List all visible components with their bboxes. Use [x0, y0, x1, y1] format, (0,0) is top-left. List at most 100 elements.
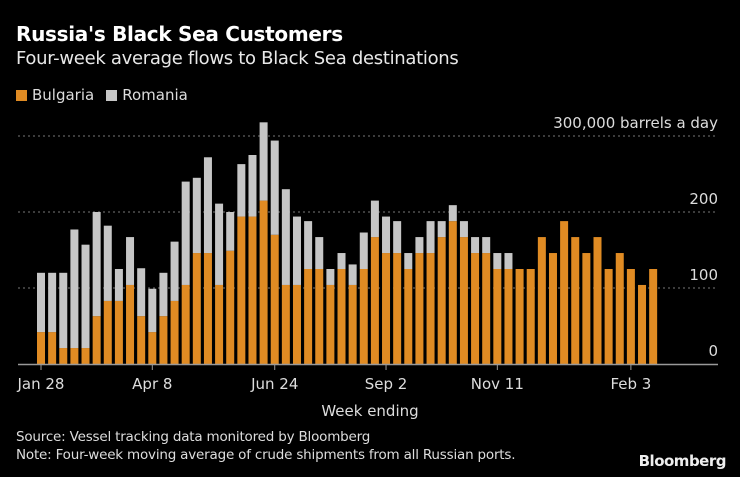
bar-romania: [226, 212, 235, 251]
bar-romania: [181, 181, 190, 285]
chart-title: Russia's Black Sea Customers: [16, 22, 343, 46]
bar-romania: [304, 221, 313, 269]
bar-romania: [382, 216, 391, 254]
bar-romania: [315, 237, 324, 269]
bar-bulgaria: [571, 237, 580, 364]
bar-bulgaria: [48, 332, 57, 364]
bar-bulgaria: [70, 348, 79, 364]
bar-romania: [126, 237, 135, 285]
bar-romania: [370, 200, 379, 238]
bar-bulgaria: [604, 269, 613, 364]
bar-bulgaria: [582, 253, 591, 364]
bar-romania: [471, 237, 480, 254]
bar-romania: [448, 205, 457, 222]
footnote: Note: Four-week moving average of crude …: [16, 447, 516, 463]
bar-bulgaria: [159, 316, 168, 364]
bloomberg-logo: Bloomberg: [638, 452, 727, 470]
bar-bulgaria: [59, 348, 68, 364]
bar-romania: [404, 253, 413, 269]
bar-bulgaria: [304, 269, 313, 364]
bar-romania: [237, 164, 246, 217]
bar-bulgaria: [393, 253, 402, 364]
bar-romania: [248, 155, 257, 217]
bar-bulgaria: [248, 216, 257, 364]
bar-romania: [426, 221, 435, 254]
bar-bulgaria: [437, 237, 446, 364]
bar-bulgaria: [504, 269, 513, 364]
bar-romania: [437, 221, 446, 238]
bar-romania: [137, 268, 146, 317]
bar-romania: [415, 237, 424, 254]
bar-bulgaria: [560, 221, 569, 364]
bar-romania: [493, 253, 502, 269]
y-tick-label: 100: [689, 266, 718, 284]
source-note: Source: Vessel tracking data monitored b…: [16, 429, 371, 445]
bar-bulgaria: [170, 300, 179, 364]
bar-bulgaria: [638, 284, 647, 364]
bar-romania: [326, 269, 335, 285]
x-axis-label: Week ending: [321, 402, 418, 420]
bar-bulgaria: [615, 253, 624, 364]
bar-bulgaria: [137, 316, 146, 364]
bar-bulgaria: [337, 269, 346, 364]
x-tick-label: Jan 28: [17, 375, 65, 393]
bar-bulgaria: [237, 216, 246, 364]
y-tick-label: 300,000 barrels a day: [553, 114, 718, 132]
bar-romania: [337, 253, 346, 269]
x-tick-label: Sep 2: [365, 375, 408, 393]
bar-bulgaria: [348, 284, 357, 364]
bar-bulgaria: [448, 221, 457, 364]
bar-romania: [59, 272, 68, 349]
bar-bulgaria: [649, 269, 658, 364]
bar-romania: [81, 244, 90, 349]
bar-romania: [203, 157, 212, 254]
bar-romania: [159, 272, 168, 317]
bar-bulgaria: [103, 300, 112, 364]
bar-bulgaria: [126, 284, 135, 364]
legend-label-bulgaria: Bulgaria: [32, 86, 95, 104]
bar-bulgaria: [493, 269, 502, 364]
bar-bulgaria: [526, 269, 535, 364]
bar-bulgaria: [593, 237, 602, 364]
bar-bulgaria: [626, 269, 635, 364]
bar-romania: [459, 221, 468, 238]
bar-bulgaria: [203, 253, 212, 364]
bar-bulgaria: [92, 316, 101, 364]
bar-romania: [37, 272, 45, 333]
bar-bulgaria: [359, 269, 368, 364]
bar-romania: [504, 253, 513, 269]
bar-bulgaria: [370, 237, 379, 364]
bar-bulgaria: [259, 200, 268, 364]
bar-romania: [259, 122, 268, 201]
legend-label-romania: Romania: [122, 86, 188, 104]
bar-romania: [292, 216, 301, 285]
bar-romania: [192, 177, 201, 254]
bar-bulgaria: [315, 269, 324, 364]
x-tick-label: Jun 24: [250, 375, 298, 393]
bar-bulgaria: [326, 284, 335, 364]
y-tick-label: 200: [689, 190, 718, 208]
bar-bulgaria: [148, 332, 157, 364]
bar-bulgaria: [270, 234, 279, 364]
bar-romania: [348, 264, 357, 285]
bar-romania: [270, 140, 279, 235]
bar-romania: [215, 203, 224, 285]
y-tick-label: 0: [708, 342, 718, 360]
x-tick-label: Feb 3: [610, 375, 651, 393]
bar-romania: [482, 237, 491, 254]
bar-bulgaria: [114, 300, 123, 364]
bar-bulgaria: [37, 332, 45, 364]
bar-bulgaria: [81, 348, 90, 364]
bar-bulgaria: [215, 284, 224, 364]
x-tick-label: Nov 11: [471, 375, 524, 393]
bar-bulgaria: [281, 284, 290, 364]
bar-bulgaria: [548, 253, 557, 364]
bar-bulgaria: [404, 269, 413, 364]
bar-bulgaria: [482, 253, 491, 364]
bar-romania: [48, 272, 57, 333]
bar-bulgaria: [292, 284, 301, 364]
bar-bulgaria: [415, 253, 424, 364]
legend-item-romania: Romania: [106, 86, 188, 104]
bar-romania: [70, 229, 79, 349]
bar-bulgaria: [537, 237, 546, 364]
